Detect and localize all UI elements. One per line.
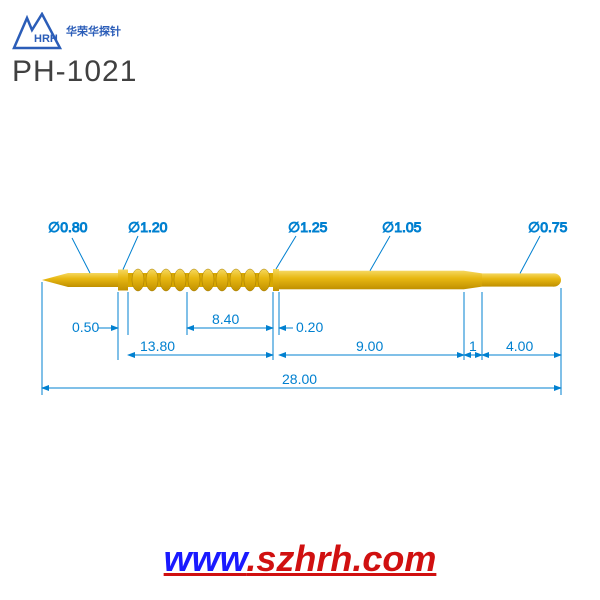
logo: HRH 华荣华探针	[12, 12, 121, 50]
svg-text:0.20: 0.20	[296, 319, 323, 335]
svg-text:∅1.05: ∅1.05	[382, 219, 422, 235]
svg-text:8.40: 8.40	[212, 311, 239, 327]
svg-text:∅0.80: ∅0.80	[48, 219, 88, 235]
length-dimensions: 0.50 8.40 0.20 9.00 1 4.00 13.80 28.00	[42, 282, 561, 395]
part-number: PH-1021	[12, 55, 137, 89]
pin-body	[42, 269, 561, 291]
url-body: .szhrh.com	[246, 538, 436, 579]
logo-chinese: 华荣华探针	[66, 23, 121, 39]
technical-diagram: ∅0.80 ∅1.20 ∅1.25 ∅1.05 ∅0.75 0.50	[0, 160, 600, 440]
svg-text:28.00: 28.00	[282, 371, 317, 387]
website-url: www.szhrh.com	[0, 538, 600, 580]
logo-initials: HRH	[34, 33, 58, 45]
diameter-callouts: ∅0.80 ∅1.20 ∅1.25 ∅1.05 ∅0.75	[48, 219, 568, 273]
svg-text:∅1.20: ∅1.20	[128, 219, 168, 235]
svg-text:4.00: 4.00	[506, 338, 533, 354]
logo-mark-icon: HRH	[12, 12, 62, 50]
svg-text:0.50: 0.50	[72, 319, 99, 335]
svg-text:1: 1	[469, 338, 477, 354]
svg-text:∅0.75: ∅0.75	[528, 219, 568, 235]
url-prefix: www	[164, 538, 247, 579]
svg-text:∅1.25: ∅1.25	[288, 219, 328, 235]
svg-text:9.00: 9.00	[356, 338, 383, 354]
svg-text:13.80: 13.80	[140, 338, 175, 354]
